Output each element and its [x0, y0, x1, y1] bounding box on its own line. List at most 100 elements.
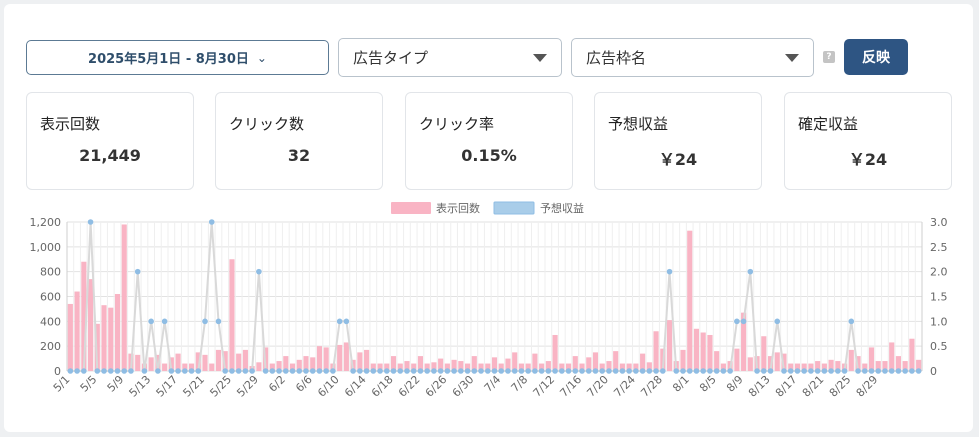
impressions-bar [599, 363, 605, 371]
impressions-bar [121, 224, 127, 371]
impressions-bar [640, 353, 646, 371]
impressions-bar [81, 261, 87, 371]
stat-label: クリック率 [419, 115, 495, 133]
impressions-bar [848, 349, 854, 371]
impressions-bar [202, 354, 208, 371]
impressions-bar [862, 363, 868, 371]
revenue-point [599, 368, 606, 374]
x-tick-label: 6/22 [396, 373, 423, 400]
revenue-point [175, 368, 181, 374]
x-tick-label: 5/5 [78, 373, 100, 395]
impressions-bar [424, 363, 430, 371]
revenue-point [545, 368, 552, 374]
impressions-bar [444, 363, 450, 371]
revenue-point [437, 368, 444, 374]
x-tick-label: 5/25 [207, 373, 234, 400]
x-tick-label: 5/21 [180, 373, 207, 400]
impressions-bar [404, 361, 410, 371]
y-left-tick-label: 0 [54, 365, 61, 378]
revenue-point [525, 368, 531, 374]
x-tick-label: 8/17 [773, 373, 800, 400]
revenue-point [801, 368, 807, 374]
impressions-bar [889, 342, 895, 371]
impressions-bar [377, 363, 383, 371]
impressions-bar [774, 352, 780, 371]
impressions-bar [478, 363, 484, 371]
ad-slot-select[interactable]: 広告枠名 [571, 38, 814, 77]
impressions-bar [801, 363, 807, 371]
impressions-bar [855, 356, 861, 371]
revenue-point [484, 368, 491, 374]
stat-label: 確定収益 [798, 115, 859, 133]
revenue-point [740, 318, 747, 325]
revenue-point [686, 368, 693, 374]
impressions-bar [552, 334, 558, 371]
date-range-picker[interactable]: 2025年5月1日 - 8月30日 ⌄ [26, 40, 329, 75]
revenue-point [182, 368, 188, 374]
x-tick-label: 6/2 [266, 373, 288, 395]
impressions-bar [417, 356, 424, 371]
revenue-point [269, 368, 276, 374]
revenue-point [727, 368, 733, 374]
revenue-point [229, 368, 235, 374]
impressions-bar [747, 357, 753, 371]
x-tick-label: 6/6 [293, 373, 315, 395]
y-right-tick-label: 2.5 [930, 241, 948, 254]
revenue-point [875, 368, 882, 374]
x-tick-label: 6/18 [369, 373, 396, 400]
impressions-bar [909, 338, 915, 371]
revenue-point [282, 368, 289, 374]
revenue-point [107, 368, 114, 374]
revenue-point [559, 368, 565, 374]
impressions-bar [101, 305, 107, 371]
impressions-bar [229, 259, 235, 371]
impressions-bar [794, 363, 801, 371]
revenue-point [915, 368, 922, 374]
impressions-bar [451, 359, 457, 371]
impressions-bar [687, 230, 693, 371]
impressions-bar [491, 357, 498, 371]
x-tick-label: 7/20 [584, 373, 611, 400]
revenue-point [390, 368, 397, 374]
revenue-point [720, 368, 727, 374]
revenue-point [451, 368, 457, 374]
stat-card-impressions: 表示回数 21,449 [26, 92, 194, 190]
y-left-tick-label: 800 [40, 266, 61, 279]
revenue-point [693, 368, 700, 374]
impressions-bar [606, 361, 612, 371]
y-right-tick-label: 1.0 [930, 315, 948, 328]
x-tick-label: 8/25 [827, 373, 854, 400]
x-tick-label: 8/21 [800, 373, 827, 400]
impressions-bar [572, 356, 578, 371]
revenue-point [585, 368, 592, 374]
apply-button[interactable]: 反映 [844, 39, 908, 75]
impressions-bar [539, 363, 545, 371]
impressions-bar [289, 363, 296, 371]
revenue-point [141, 368, 148, 374]
revenue-point [868, 368, 875, 374]
y-right-tick-label: 0 [930, 365, 937, 378]
ad-type-select[interactable]: 広告タイプ [338, 38, 562, 77]
revenue-point [289, 368, 296, 374]
revenue-point [256, 268, 262, 275]
revenue-point [471, 368, 478, 374]
impressions-bar [222, 351, 228, 371]
dropdown-arrow-icon [533, 53, 547, 62]
revenue-point [592, 368, 599, 374]
x-tick-label: 7/24 [611, 373, 638, 400]
impressions-bar [269, 363, 275, 371]
revenue-point [350, 368, 356, 374]
impressions-bar [902, 361, 908, 371]
revenue-point [155, 368, 161, 374]
x-tick-label: 6/26 [423, 373, 450, 400]
ad-type-label: 広告タイプ [353, 49, 429, 67]
impressions-bar [296, 359, 302, 371]
x-tick-label: 8/5 [697, 373, 719, 395]
revenue-point [902, 368, 908, 374]
revenue-point [262, 368, 269, 374]
revenue-point [700, 368, 707, 374]
help-icon[interactable]: ? [823, 51, 835, 63]
x-tick-label: 6/14 [342, 373, 369, 400]
revenue-point [309, 368, 316, 374]
impressions-bar [741, 312, 747, 371]
